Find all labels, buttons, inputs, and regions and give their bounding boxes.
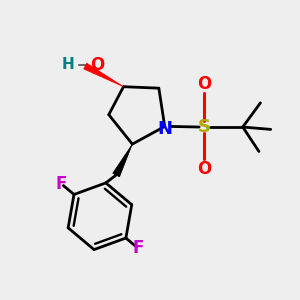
Text: F: F — [133, 239, 144, 257]
Polygon shape — [84, 63, 124, 87]
Text: O: O — [91, 56, 105, 74]
Text: S: S — [198, 118, 211, 136]
Text: O: O — [197, 160, 212, 178]
Text: O: O — [197, 75, 212, 93]
Text: F: F — [56, 175, 67, 193]
Text: H: H — [61, 57, 74, 72]
Polygon shape — [113, 144, 132, 177]
Text: N: N — [157, 120, 172, 138]
